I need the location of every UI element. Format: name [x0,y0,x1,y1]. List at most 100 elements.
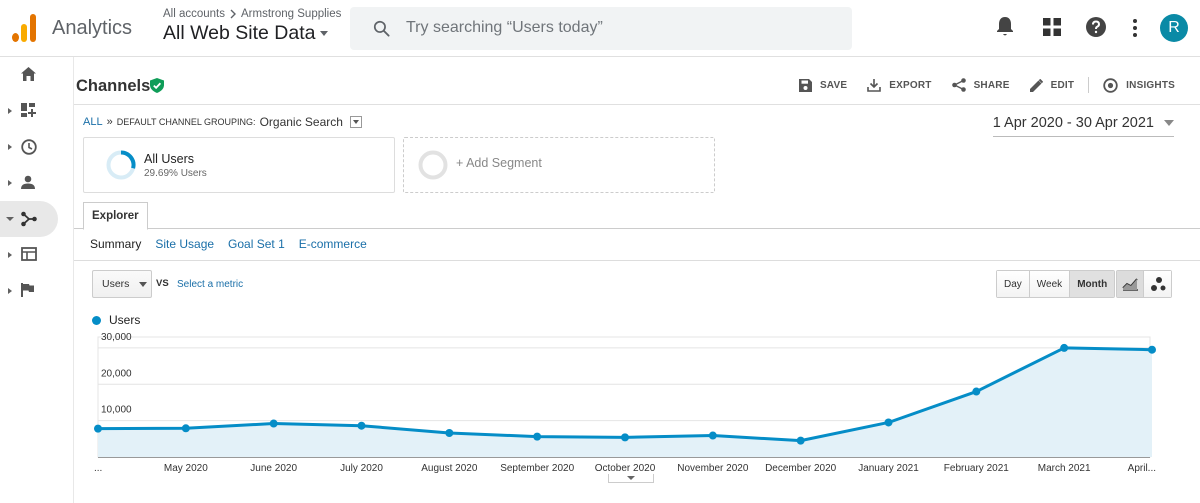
edit-label: EDIT [1050,79,1075,91]
search-bar[interactable] [350,7,852,50]
export-label: EXPORT [889,79,932,91]
report-header: Channels SAVE EXPORT SHARE EDIT INS [74,57,1200,105]
more-vert-icon[interactable] [1132,18,1138,38]
x-tick-label: March 2021 [1038,463,1091,474]
granularity-day-button[interactable]: Day [997,271,1029,297]
data-point [796,436,805,445]
report-actions: SAVE EXPORT SHARE EDIT INSIGHTS [779,77,1175,93]
date-range-picker[interactable]: 1 Apr 2020 - 30 Apr 2021 [992,115,1174,137]
search-input[interactable] [406,16,826,40]
x-tick-label: February 2021 [944,463,1009,474]
segment-ring-icon [106,150,136,180]
legend-series-dot [92,315,101,325]
save-button[interactable]: SAVE [798,78,848,92]
nav-behavior[interactable] [0,237,58,273]
channel-breadcrumb: ALL » DEFAULT CHANNEL GROUPING: Organic … [83,115,362,129]
subtab-site-usage[interactable]: Site Usage [155,237,215,251]
subtab-ecommerce[interactable]: E-commerce [298,237,367,251]
share-icon [951,78,966,92]
divider [74,260,1200,261]
data-point [1148,345,1156,354]
line-chart-button[interactable] [1117,271,1144,297]
avatar[interactable]: R [1160,14,1188,42]
export-icon [867,79,882,92]
account-selector[interactable]: All accounts Armstrong Supplies All Web … [163,8,341,45]
data-point [1060,343,1069,352]
caret-down-icon [1164,120,1174,126]
acquisition-icon [21,211,37,227]
expand-triangle-icon [8,288,12,294]
x-tick-label: July 2020 [340,463,383,474]
share-button[interactable]: SHARE [951,78,1010,92]
explorer-subtabs: Summary Site Usage Goal Set 1 E-commerce [90,237,367,251]
help-icon[interactable] [1086,17,1106,37]
metric-select[interactable]: Users [92,270,152,298]
nav-realtime[interactable] [0,129,58,165]
x-tick-label: January 2021 [858,463,919,474]
page-title: Channels [76,77,151,95]
x-tick-label: November 2020 [677,463,749,474]
x-tick-label: June 2020 [250,463,297,474]
empty-segment-ring-icon [418,150,448,180]
behavior-icon [21,247,37,261]
granularity-toggle: Day Week Month [996,270,1116,298]
analytics-logo-icon[interactable] [12,14,38,42]
segment-percentage: 29.69% Users [144,168,207,179]
breadcrumb-all-link[interactable]: ALL [83,116,103,128]
nav-acquisition[interactable] [0,201,58,237]
chart-collapse-handle[interactable] [608,474,654,483]
x-tick-label: October 2020 [595,463,656,474]
share-label: SHARE [973,79,1010,91]
add-segment-button[interactable]: + Add Segment [403,137,715,193]
action-divider [1088,77,1090,93]
data-point [94,424,102,433]
breadcrumb-dropdown-button[interactable] [349,116,362,128]
date-range-label: 1 Apr 2020 - 30 Apr 2021 [992,115,1154,131]
bell-icon[interactable] [995,15,1015,37]
conversions-flag-icon [21,283,34,297]
app-title: Analytics [52,17,133,39]
motion-chart-button[interactable] [1144,271,1171,297]
edit-pencil-icon [1029,78,1043,92]
segment-name: All Users [144,152,195,166]
nav-audience[interactable] [0,165,58,201]
insights-icon [1103,77,1118,93]
nav-customization[interactable] [0,93,58,129]
property-view-selector[interactable]: All Web Site Data [163,22,341,45]
data-point [445,429,454,437]
metric-select-value: Users [102,278,130,290]
segment-all-users[interactable]: All Users 29.69% Users [83,137,395,193]
realtime-clock-icon [21,139,37,155]
caret-down-icon [627,476,635,480]
crumb-all-accounts: All accounts [163,8,226,20]
x-tick-label: ... [94,463,102,474]
breadcrumb-separator: » [106,116,113,128]
chevron-right-icon [230,9,237,19]
granularity-week-button[interactable]: Week [1028,271,1070,297]
edit-button[interactable]: EDIT [1029,78,1075,92]
tab-explorer[interactable]: Explorer [83,202,148,230]
export-button[interactable]: EXPORT [867,78,931,92]
top-bar: Analytics All accounts Armstrong Supplie… [0,0,1200,57]
save-label: SAVE [819,79,848,91]
report-main: Channels SAVE EXPORT SHARE EDIT INS [73,57,1200,503]
subtab-goal-set-1[interactable]: Goal Set 1 [228,237,285,251]
data-point [357,421,366,430]
account-breadcrumb: All accounts Armstrong Supplies [163,8,341,20]
x-tick-label: September 2020 [500,463,574,474]
data-point [621,433,629,442]
nav-conversions[interactable] [0,273,58,309]
granularity-month-button[interactable]: Month [1069,271,1115,297]
insights-button[interactable]: INSIGHTS [1103,77,1175,93]
nav-home[interactable] [0,57,58,93]
breadcrumb-grouping: DEFAULT CHANNEL GROUPING: [116,117,256,127]
audience-person-icon [21,175,35,189]
vs-label: VS [156,278,169,289]
select-metric-link[interactable]: Select a metric [177,279,244,290]
property-view-label: All Web Site Data [163,22,316,44]
y-tick-label: 20,000 [101,368,132,379]
expand-triangle-icon [8,108,12,114]
apps-grid-icon[interactable] [1043,18,1061,36]
subtab-summary[interactable]: Summary [90,237,142,251]
expand-triangle-icon [8,144,12,150]
